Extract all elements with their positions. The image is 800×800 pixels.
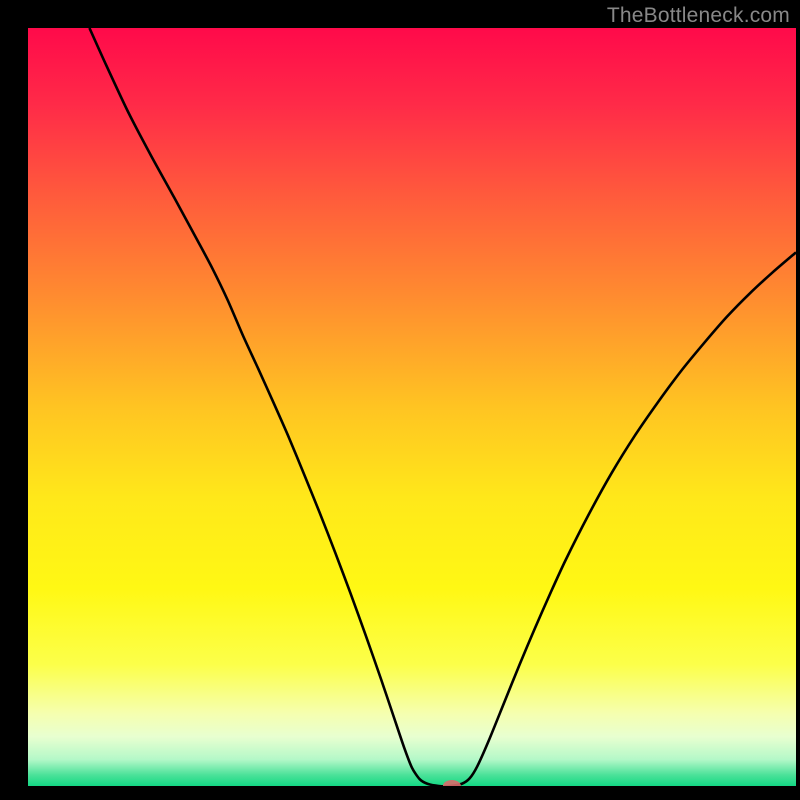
- bottleneck-chart: [0, 0, 800, 800]
- frame-left: [0, 0, 28, 800]
- frame-bottom: [0, 786, 800, 800]
- chart-container: TheBottleneck.com: [0, 0, 800, 800]
- watermark-text: TheBottleneck.com: [607, 4, 790, 28]
- frame-right: [796, 0, 800, 800]
